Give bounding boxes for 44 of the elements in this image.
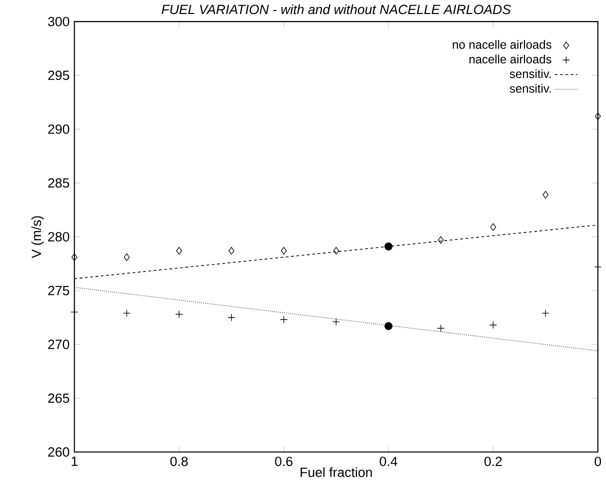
point [594,262,602,270]
y-tick-label: 280 [48,232,70,242]
point [384,242,392,250]
point [280,316,288,324]
point [228,313,236,322]
y-tick-label: 295 [48,70,70,80]
legend-label: sensitiv. [510,69,551,78]
x-tick-label: 0.2 [484,456,502,466]
x-tick-label: 0.6 [275,456,292,466]
point [124,253,130,261]
point [333,246,340,254]
y-tick-label: 290 [48,124,70,134]
y-tick-label: 285 [48,178,70,188]
point [70,308,78,316]
chart-title: FUEL VARIATION - with and without NACELLE AIRLOADS [162,4,511,14]
y-tick-label: 260 [48,447,70,456]
point [594,112,601,120]
point [437,324,445,332]
point [71,253,78,261]
point [228,246,234,254]
y-tick-label: 300 [48,16,70,26]
point [542,309,550,317]
legend-label: no nacelle airloads [452,40,552,49]
y-tick-label: 275 [48,286,70,296]
x-tick-label: 0.8 [170,456,188,466]
x-tick-label: 0.4 [380,456,398,466]
point [175,310,183,318]
point [332,318,340,326]
x-axis-title: Fuel fraction [300,467,372,477]
x-tick-label: 0 [594,456,602,466]
point [176,246,182,254]
x-tick-label: 1 [72,456,78,466]
point [122,309,131,317]
y-axis-title: V (m/s) [31,216,44,258]
y-tick-label: 270 [48,339,70,349]
legend-label: nacelle airloads [469,54,552,64]
y-tick-label: 265 [48,393,70,403]
point [384,322,392,330]
legend-label: sensitiv. [510,84,551,93]
point [438,236,444,244]
point [490,223,496,231]
point [542,190,548,198]
point [489,320,497,329]
point [280,246,287,254]
